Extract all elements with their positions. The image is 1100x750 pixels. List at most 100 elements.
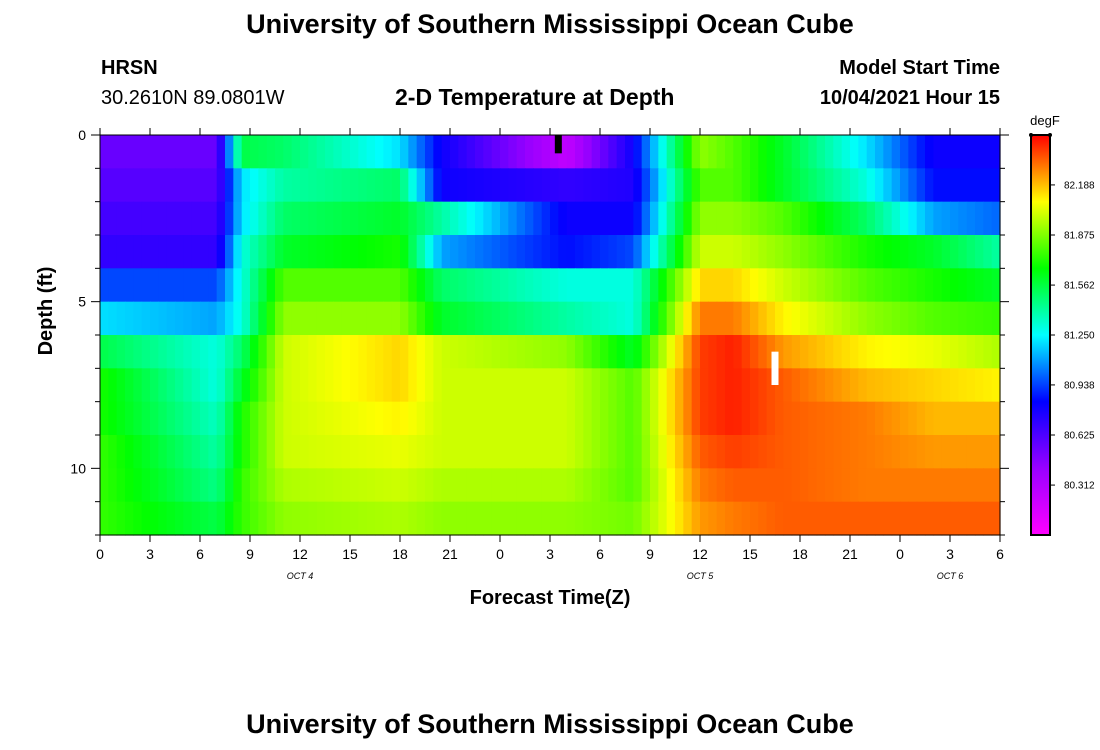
- heatmap-cell: [591, 268, 601, 303]
- x-tick-label: 21: [442, 546, 458, 562]
- heatmap-cell: [775, 135, 784, 169]
- heatmap-cell: [975, 335, 984, 369]
- heatmap-cell: [525, 201, 534, 236]
- heatmap-cell: [475, 401, 484, 436]
- heatmap-cell: [516, 201, 526, 236]
- heatmap-cell: [466, 201, 476, 236]
- heatmap-cell: [791, 268, 801, 303]
- heatmap-cell: [600, 301, 609, 336]
- heatmap-cell: [666, 501, 676, 536]
- heatmap-cell: [533, 501, 543, 536]
- heatmap-cell: [416, 501, 426, 536]
- heatmap-cell: [233, 435, 243, 469]
- heatmap-cell: [458, 268, 468, 303]
- heatmap-cell: [725, 335, 734, 369]
- heatmap-cell: [116, 301, 126, 336]
- heatmap-cell: [283, 468, 293, 503]
- heatmap-cell: [383, 235, 393, 269]
- heatmap-cell: [825, 135, 834, 169]
- heatmap-cell: [216, 235, 226, 269]
- heatmap-cell: [658, 135, 668, 169]
- heatmap-cell: [158, 168, 168, 203]
- heatmap-cell: [833, 368, 843, 403]
- heatmap-cell: [266, 468, 276, 503]
- heatmap-cell: [358, 335, 368, 369]
- heatmap-cell: [250, 368, 259, 403]
- heatmap-cell: [950, 401, 959, 436]
- heatmap-cell: [125, 468, 134, 503]
- heatmap-cell: [900, 501, 909, 536]
- heatmap-cell: [625, 135, 634, 169]
- x-tick-label: 18: [792, 546, 808, 562]
- heatmap-cell: [641, 235, 651, 269]
- heatmap-cell: [900, 435, 909, 469]
- heatmap-cell: [775, 468, 784, 503]
- heatmap-cell: [308, 135, 318, 169]
- heatmap-cell: [791, 168, 801, 203]
- heatmap-cell: [433, 135, 443, 169]
- heatmap-cell: [566, 235, 576, 269]
- heatmap-cell: [441, 268, 451, 303]
- heatmap-cell: [916, 135, 926, 169]
- heatmap-cell: [291, 501, 301, 536]
- heatmap-cell: [608, 501, 618, 536]
- heatmap-cell: [725, 168, 734, 203]
- heatmap-cell: [275, 235, 284, 269]
- heatmap-cell: [616, 168, 626, 203]
- heatmap-cell: [825, 468, 834, 503]
- heatmap-cell: [958, 501, 968, 536]
- heatmap-cell: [925, 435, 934, 469]
- heatmap-cell: [383, 301, 393, 336]
- heatmap-cell: [733, 335, 743, 369]
- heatmap-cell: [358, 135, 368, 169]
- heatmap-cell: [175, 201, 184, 236]
- heatmap-cell: [700, 268, 709, 303]
- heatmap-cell: [966, 501, 976, 536]
- heatmap-cell: [350, 435, 359, 469]
- heatmap-cell: [141, 135, 151, 169]
- heatmap-cell: [366, 468, 376, 503]
- heatmap-cell: [425, 301, 434, 336]
- heatmap-cell: [800, 201, 809, 236]
- heatmap-cell: [575, 268, 584, 303]
- heatmap-cell: [750, 301, 759, 336]
- heatmap-cell: [250, 435, 259, 469]
- heatmap-cell: [875, 235, 884, 269]
- heatmap-cell: [841, 435, 851, 469]
- heatmap-markers: [554, 135, 779, 385]
- heatmap-cell: [466, 268, 476, 303]
- heatmap-cell: [558, 435, 568, 469]
- heatmap-cell: [375, 335, 384, 369]
- heatmap-cell: [908, 301, 918, 336]
- heatmap-cell: [158, 268, 168, 303]
- heatmap-cell: [300, 135, 309, 169]
- heatmap-cell: [541, 435, 551, 469]
- heatmap-cell: [375, 168, 384, 203]
- heatmap-cell: [775, 335, 784, 369]
- heatmap-cell: [833, 301, 843, 336]
- colorbar-tick-label: 80.625: [1064, 431, 1095, 442]
- heatmap-cell: [216, 301, 226, 336]
- heatmap-cell: [741, 235, 751, 269]
- heatmap-cell: [650, 301, 659, 336]
- heatmap-cell: [641, 335, 651, 369]
- heatmap-cell: [650, 401, 659, 436]
- heatmap-cell: [708, 235, 718, 269]
- heatmap-cell: [900, 201, 909, 236]
- heatmap-cell: [341, 335, 351, 369]
- heatmap-cell: [616, 235, 626, 269]
- heatmap-cell: [333, 401, 343, 436]
- heatmap-cell: [808, 235, 818, 269]
- heatmap-cell: [341, 401, 351, 436]
- model-start-label: Model Start Time: [839, 57, 1000, 79]
- heatmap-cell: [391, 301, 401, 336]
- heatmap-cell: [716, 468, 726, 503]
- heatmap-cell: [925, 168, 934, 203]
- heatmap-cell: [966, 301, 976, 336]
- heatmap-cell: [650, 368, 659, 403]
- heatmap-cell: [916, 468, 926, 503]
- heatmap-cell: [775, 301, 784, 336]
- heatmap-cell: [966, 235, 976, 269]
- heatmap-cell: [116, 201, 126, 236]
- heatmap-cell: [100, 468, 109, 503]
